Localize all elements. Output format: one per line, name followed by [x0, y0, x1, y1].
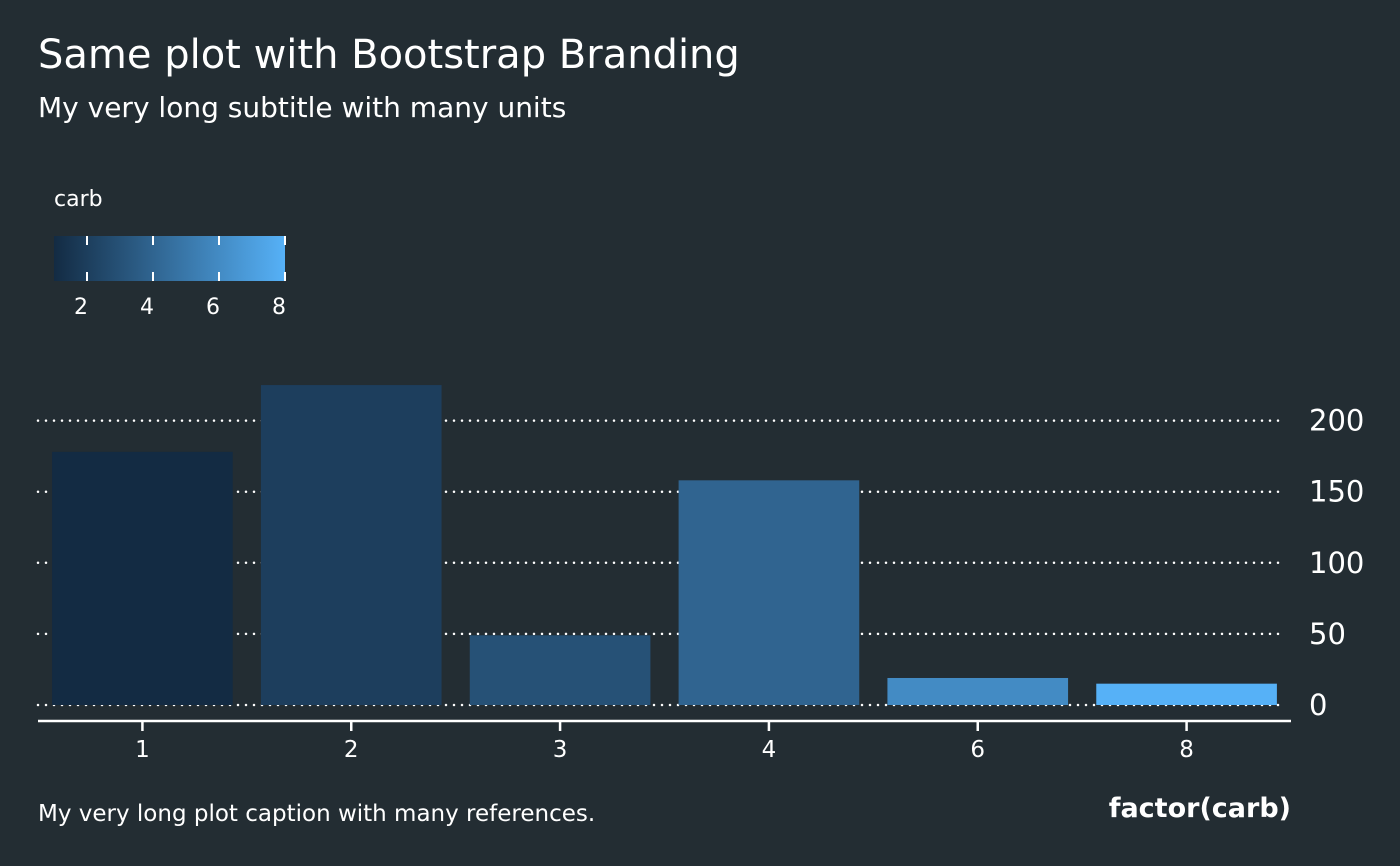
- y-tick-label: 0: [1309, 688, 1327, 722]
- y-tick-label: 150: [1309, 475, 1364, 509]
- legend-tick-label: 8: [272, 295, 286, 320]
- x-axis-label: factor(carb): [1109, 793, 1291, 824]
- legend-title: carb: [54, 187, 103, 212]
- axes: 1 2 3 4 6 8: [38, 719, 1291, 763]
- x-tick-label: 2: [344, 737, 359, 763]
- bars: [52, 385, 1277, 705]
- grid: 0 50 100 150 200: [36, 404, 1364, 722]
- y-tick-label: 100: [1309, 546, 1364, 580]
- x-tick-label: 6: [970, 737, 985, 763]
- bar: [52, 451, 233, 705]
- y-tick-label: 200: [1309, 404, 1364, 438]
- x-tick-label: 1: [135, 737, 150, 763]
- y-tick-label: 50: [1309, 617, 1346, 651]
- bar: [678, 480, 860, 705]
- chart-subtitle: My very long subtitle with many units: [38, 91, 566, 124]
- bar: [887, 677, 1069, 705]
- bar: [469, 635, 651, 705]
- x-tick-label: 8: [1179, 737, 1194, 763]
- legend-tick-label: 6: [206, 295, 220, 320]
- bar: [1096, 683, 1277, 705]
- x-tick-label: 3: [553, 737, 568, 763]
- bar: [260, 385, 442, 705]
- chart-title: Same plot with Bootstrap Branding: [38, 32, 740, 78]
- chart-caption: My very long plot caption with many refe…: [38, 801, 595, 827]
- legend-colorbar: [54, 236, 285, 281]
- legend-tick-label: 4: [140, 295, 154, 320]
- x-tick-label: 4: [762, 737, 777, 763]
- legend-tick-label: 2: [74, 295, 88, 320]
- legend: carb 2 4 6 8: [54, 187, 286, 320]
